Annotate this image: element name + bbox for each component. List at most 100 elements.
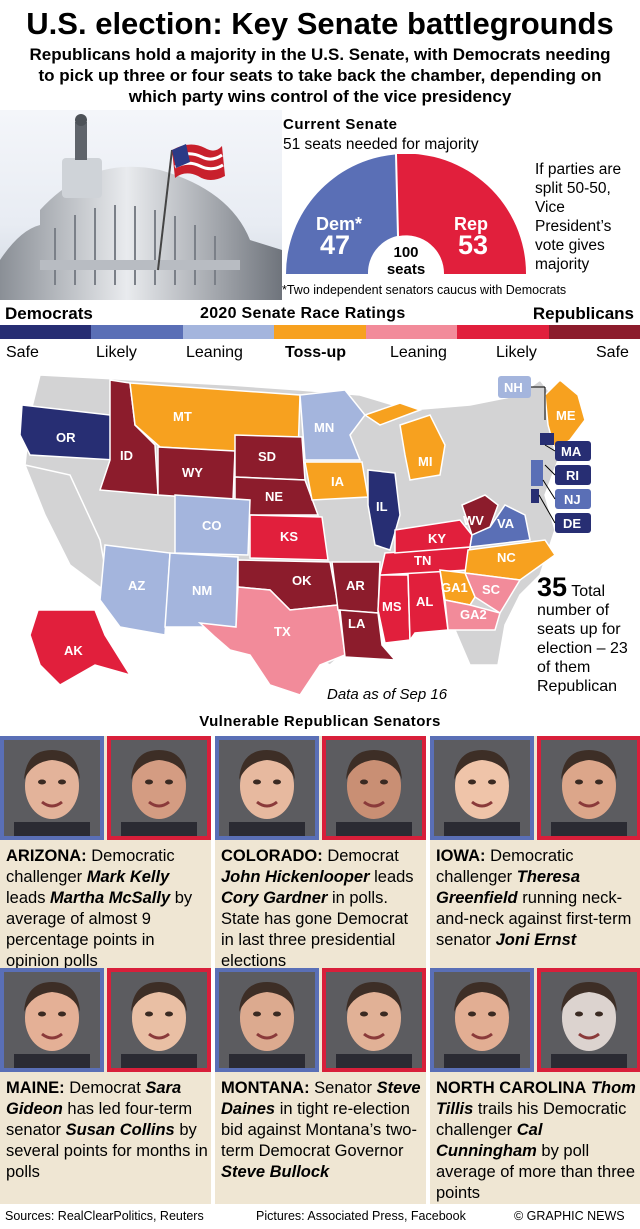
label-me: ME	[556, 408, 576, 423]
senate-seats-chart: Dem* 47 Rep 53 100 seats	[286, 154, 526, 278]
race-state: MAINE:	[6, 1079, 65, 1097]
state-me	[544, 378, 586, 452]
republican-senator-photo	[107, 736, 211, 840]
scale-leaning-rep	[365, 325, 458, 339]
label-ga1: GA1	[441, 580, 468, 595]
race-card: MAINE: Democrat Sara Gideon has led four…	[0, 968, 211, 1204]
race-state: ARIZONA:	[6, 847, 87, 865]
total-seats-text: Total number of seats up for election – …	[537, 583, 628, 695]
race-description: COLORADO: Democrat John Hickenlooper lea…	[221, 846, 425, 972]
label-sc: SC	[482, 582, 501, 597]
race-state: COLORADO:	[221, 847, 323, 865]
vulnerable-heading: Vulnerable Republican Senators	[199, 713, 441, 730]
page-title: U.S. election: Key Senate battlegrounds	[26, 6, 614, 41]
race-description: MAINE: Democrat Sara Gideon has led four…	[6, 1078, 210, 1183]
rep-label: Rep	[454, 214, 488, 234]
candidate-name: Mark Kelly	[86, 868, 170, 886]
race-text: Democratic challenger	[436, 847, 574, 886]
republican-senator-photo	[107, 968, 211, 1072]
page-subtitle: Republicans hold a majority in the U.S. …	[29, 45, 611, 106]
scale-likely-dem	[91, 325, 183, 339]
state-ak	[29, 609, 132, 686]
data-date-note: Data as of Sep 16	[327, 686, 448, 703]
total-seats-number: 100	[393, 244, 418, 261]
scale-label-likely-rep: Likely	[496, 344, 537, 361]
candidate-name: Cory Gardner	[221, 889, 328, 907]
label-wv: WV	[463, 513, 484, 528]
race-text: in polls. State has gone Democrat in las…	[221, 889, 409, 970]
race-description: MONTANA: Senator Steve Daines in tight r…	[221, 1078, 425, 1183]
label-va: VA	[497, 516, 515, 531]
footer: Sources: RealClearPolitics, Reuters Pict…	[0, 1205, 640, 1229]
scale-likely-rep	[457, 325, 549, 339]
rep-seat-count: 53	[458, 230, 488, 260]
scale-label-safe-rep: Safe	[596, 344, 629, 361]
race-text: leads	[6, 889, 51, 907]
scale-label-tossup: Toss-up	[285, 344, 347, 361]
race-text: by several points for months in polls	[6, 1121, 208, 1181]
split-note: If parties are split 50-50, Vice Preside…	[535, 161, 622, 273]
label-ri: RI	[566, 468, 579, 483]
candidate-name: Theresa Greenfield	[436, 868, 581, 907]
label-wy: WY	[182, 465, 203, 480]
label-id: ID	[120, 448, 133, 463]
scale-label-safe-dem: Safe	[6, 344, 39, 361]
race-text: by average of almost 9 percentage points…	[6, 889, 193, 970]
label-tx: TX	[274, 624, 291, 639]
dem-label: Dem*	[316, 214, 362, 234]
callout-ma	[555, 441, 591, 461]
state-nc	[464, 539, 557, 581]
race-text: by poll average of more than three point…	[436, 1142, 636, 1202]
state-ga2	[444, 599, 501, 631]
rating-color-scale	[0, 325, 640, 339]
scale-leaning-dem	[182, 325, 275, 339]
democratic-candidate-photo	[215, 968, 319, 1072]
democratic-candidate-photo	[430, 968, 534, 1072]
label-ma: MA	[561, 444, 582, 459]
race-text: trails his Democratic challenger	[436, 1100, 627, 1139]
candidate-name: Susan Collins	[65, 1121, 175, 1139]
total-seats-up: 35	[537, 572, 568, 602]
democratic-candidate-photo	[0, 736, 104, 840]
state-co	[174, 494, 251, 556]
label-ak: AK	[64, 643, 83, 658]
state-ga1	[439, 569, 476, 606]
label-sd: SD	[258, 449, 276, 464]
candidate-name: Joni Ernst	[495, 931, 577, 949]
us-senate-map: OR ID MT WY SD NE MN IA MI IL CO KS AZ N…	[19, 374, 591, 696]
callout-de	[555, 513, 591, 533]
label-ky: KY	[428, 531, 446, 546]
race-text: Democrat	[64, 1079, 146, 1097]
sources-credit: Sources: RealClearPolitics, Reuters	[5, 1209, 204, 1223]
label-ia: IA	[331, 474, 345, 489]
label-ks: KS	[280, 529, 298, 544]
label-ne: NE	[265, 489, 283, 504]
republicans-label: Republicans	[532, 304, 634, 323]
race-text: in tight re-election bid against Montana…	[221, 1100, 417, 1160]
candidate-name: Sara Gideon	[6, 1079, 182, 1118]
label-nj: NJ	[564, 492, 581, 507]
state-ks	[249, 514, 329, 561]
label-co: CO	[202, 518, 222, 533]
label-la: LA	[348, 616, 366, 631]
label-ar: AR	[346, 578, 365, 593]
total-seats-note: 35 Total number of seats up for election…	[537, 574, 640, 696]
label-nm: NM	[192, 583, 212, 598]
label-al: AL	[416, 594, 433, 609]
label-ga2: GA2	[460, 607, 487, 622]
candidate-name: Cal Cunningham	[436, 1121, 543, 1160]
rep-seat-share	[397, 154, 526, 274]
pictures-credit: Pictures: Associated Press, Facebook	[256, 1209, 466, 1223]
independents-footnote: *Two independent senators caucus with De…	[282, 283, 567, 297]
label-il: IL	[376, 499, 388, 514]
label-or: OR	[56, 430, 76, 445]
scale-safe-dem	[0, 325, 92, 339]
state-la	[339, 609, 397, 661]
callout-nj	[555, 489, 591, 509]
label-mn: MN	[314, 420, 334, 435]
state-wv	[461, 494, 499, 537]
label-mt: MT	[173, 409, 192, 424]
race-card: MONTANA: Senator Steve Daines in tight r…	[215, 968, 426, 1204]
ratings-header: Democrats 2020 Senate Race Ratings Repub…	[0, 304, 640, 324]
majority-note: 51 seats needed for majority	[283, 136, 479, 153]
